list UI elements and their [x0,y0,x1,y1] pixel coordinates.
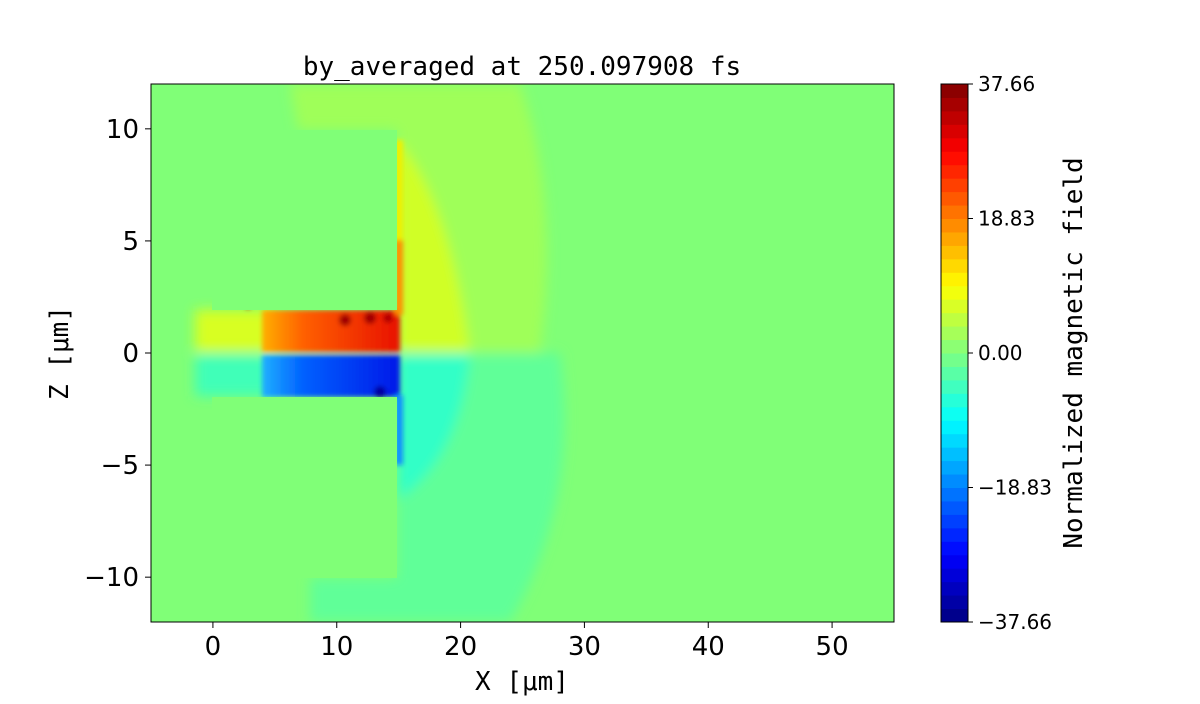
colorbar-level [941,541,968,556]
colorbar-level [941,474,968,488]
colorbar-level [941,420,968,435]
x-axis-label: X [μm] [475,667,569,697]
lower-wave-region [310,353,565,622]
x-tick-label: 10 [320,632,353,662]
colorbar-level [941,447,968,462]
colorbar-level [941,595,968,610]
upper-wave-near [397,140,470,353]
left-cyan-region [195,354,275,396]
chart-title: by_averaged at 250.097908 fs [303,52,741,82]
colorbar-level [941,205,968,219]
colorbar-level [941,258,968,273]
colorbar-level [941,218,968,233]
colorbar-level [941,568,968,583]
edge-positive-strip [395,240,403,315]
y-axis-label: Z [μm] [45,306,75,400]
colorbar-level [941,581,968,596]
colorbar-tick-label: 37.66 [978,72,1035,96]
x-axis: 0 10 20 30 40 50 [205,622,849,662]
colorbar-level [941,514,968,529]
colorbar-level [941,366,968,381]
colorbar-tick-label: 18.83 [978,207,1035,231]
colorbar-level [941,393,968,408]
colorbar-level [941,178,968,193]
colorbar-level [941,312,968,327]
x-tick-label: 30 [568,632,601,662]
y-tick-label: −5 [101,451,139,481]
colorbar-level [941,110,968,125]
edge-negative-strip [395,395,403,465]
colorbar-level [941,285,968,300]
colorbar-level [941,460,968,475]
y-tick-label: 10 [106,115,139,145]
x-tick-label: 50 [816,632,849,662]
colorbar-level [941,339,968,354]
colorbar-level [941,487,968,502]
y-tick-label: 5 [122,227,139,257]
colorbar-tick-label: −18.83 [978,476,1052,500]
colorbar: −37.66 −18.83 0.00 18.83 37.66 [940,72,1052,634]
x-tick-label: 20 [444,632,477,662]
colorbar-level [941,245,968,260]
target-upper-block [212,130,397,310]
y-tick-label: 0 [122,339,139,369]
x-tick-label: 40 [692,632,725,662]
colorbar-level [941,608,968,623]
colorbar-level [941,326,968,341]
colorbar-level [941,151,968,166]
target-lower-block [212,397,397,578]
colorbar-level [941,97,968,112]
hot-spot [383,313,393,323]
left-yellow-region [195,310,275,352]
colorbar-level [941,406,968,421]
colorbar-level [941,137,968,152]
colorbar-level [941,84,968,98]
colorbar-level [941,124,968,139]
colorbar-level [941,164,968,179]
colorbar-level [941,191,968,206]
x-tick-label: 0 [205,632,222,662]
y-axis: −10 −5 0 5 10 [84,115,151,593]
hot-spot [364,312,376,324]
colorbar-level [941,379,968,394]
colorbar-level [941,272,968,287]
colorbar-level [941,231,968,246]
y-tick-label: −10 [84,563,139,593]
colorbar-tick-label: 0.00 [978,341,1023,365]
lower-wave-near [397,353,470,500]
colorbar-level [941,353,968,367]
colorbar-label: Normalized magnetic field [1059,157,1089,548]
colorbar-level [941,500,968,515]
colorbar-level [941,433,968,448]
colorbar-level [941,299,968,314]
edge-positive-strip-upper [395,140,403,240]
hot-spot [339,314,351,326]
colorbar-level [941,554,968,569]
cold-spot [374,386,386,398]
heatmap [151,84,894,622]
colorbar-tick-label: −37.66 [978,610,1052,634]
positive-field-band [262,310,400,352]
colorbar-level [941,527,968,542]
